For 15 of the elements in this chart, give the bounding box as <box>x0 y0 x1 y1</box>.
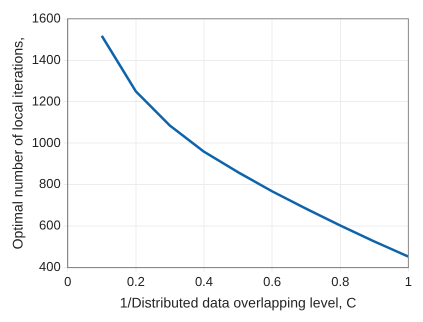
y-axis-title: Optimal number of local iterations, <box>9 36 26 250</box>
x-tick-label: 0.4 <box>194 274 214 289</box>
y-tick-label: 400 <box>39 259 61 274</box>
x-tick-label: 0.2 <box>126 274 145 289</box>
x-axis-title: 1/Distributed data overlapping level, C <box>120 294 356 310</box>
x-tick-label: 0 <box>64 274 72 289</box>
y-tick-label: 1400 <box>32 52 61 67</box>
y-tick-label: 1600 <box>32 10 61 26</box>
x-tick-label: 0.8 <box>331 274 350 289</box>
x-tick-label: 1 <box>404 274 412 289</box>
y-tick-label: 1200 <box>32 93 61 108</box>
y-tick-label: 600 <box>39 218 61 233</box>
y-tick-label: 1000 <box>32 134 61 150</box>
x-tick-label: 0.6 <box>263 274 282 289</box>
y-tick-label: 800 <box>39 176 61 192</box>
